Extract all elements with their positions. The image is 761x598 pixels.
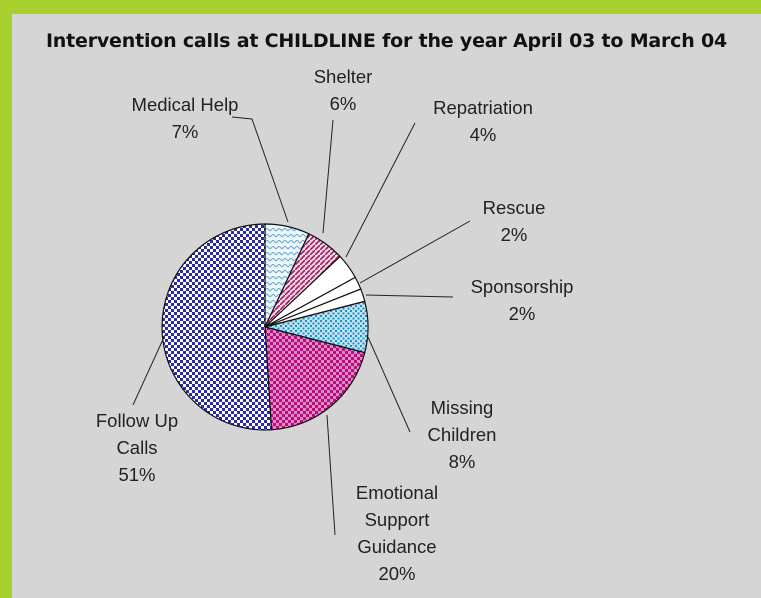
leader-line-rescue — [359, 220, 471, 284]
leader-line-shelter — [322, 119, 334, 234]
chart-title: Intervention calls at CHILDLINE for the … — [45, 30, 728, 52]
leader-line-emotional — [326, 414, 336, 536]
data-label-followup: Follow Up Calls 51% — [96, 410, 178, 485]
data-label-emotional: Emotional Support Guidance 20% — [356, 482, 438, 584]
leader-line-sponsorship — [365, 294, 454, 298]
data-label-missing: Missing Children 8% — [428, 397, 497, 472]
chart-panel: Intervention calls at CHILDLINE for the … — [12, 14, 761, 598]
data-label-sponsorship: Sponsorship 2% — [471, 276, 574, 324]
data-label-shelter: Shelter 6% — [314, 66, 373, 114]
leader-line-followup — [132, 334, 166, 406]
slice-emotional — [264, 326, 366, 431]
slice-followup — [161, 223, 273, 431]
data-label-rescue: Rescue 2% — [483, 197, 546, 245]
data-label-medical: Medical Help 7% — [132, 94, 239, 142]
leader-line-repatriation — [345, 122, 416, 258]
leader-line-medical — [231, 116, 289, 223]
leader-line-missing — [367, 336, 411, 433]
data-label-repatriation: Repatriation 4% — [433, 97, 533, 145]
